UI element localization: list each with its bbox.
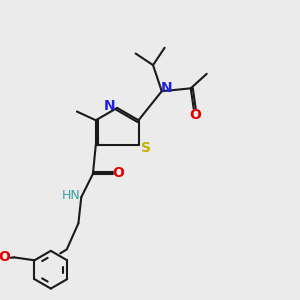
- Text: O: O: [112, 167, 124, 180]
- Text: O: O: [0, 250, 10, 263]
- Text: O: O: [189, 108, 201, 122]
- Text: N: N: [104, 100, 116, 113]
- Text: HN: HN: [62, 189, 80, 202]
- Text: N: N: [160, 81, 172, 95]
- Text: S: S: [141, 141, 151, 155]
